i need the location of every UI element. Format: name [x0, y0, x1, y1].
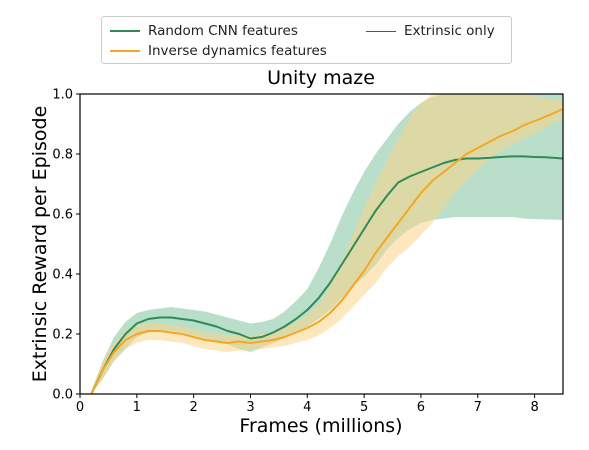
legend-swatch-extrinsic-only — [366, 30, 396, 32]
chart-title: Unity maze — [267, 67, 375, 89]
x-tick-label: 7 — [474, 400, 482, 415]
x-tick-label: 4 — [303, 400, 311, 415]
x-tick-label: 6 — [417, 400, 425, 415]
x-tick-label: 1 — [133, 400, 141, 415]
legend-swatch-inverse-dynamics — [110, 50, 140, 52]
series-lines — [90, 108, 564, 395]
legend: Random CNN features Inverse dynamics fea… — [101, 16, 512, 64]
legend-entry-random-cnn: Random CNN features — [110, 23, 298, 39]
y-tick-label: 0.6 — [52, 208, 73, 223]
legend-label-extrinsic-only: Extrinsic only — [404, 23, 495, 39]
y-tick-label: 0.0 — [52, 388, 73, 403]
x-tick-label: 2 — [190, 400, 198, 415]
legend-swatch-random-cnn — [110, 30, 140, 32]
band-series-1 — [91, 94, 564, 394]
legend-entry-extrinsic-only: Extrinsic only — [366, 23, 495, 39]
x-tick-label: 8 — [530, 400, 538, 415]
y-tick-label: 0.8 — [52, 148, 73, 163]
y-axis-ticks: 0.0 0.2 0.4 0.6 0.8 1.0 — [52, 88, 80, 403]
x-tick-label: 3 — [246, 400, 254, 415]
x-tick-label: 5 — [360, 400, 368, 415]
y-axis-label: Extrinsic Reward per Episode — [29, 106, 51, 383]
y-tick-label: 1.0 — [52, 88, 73, 103]
x-axis-ticks: 0 1 2 3 4 5 6 7 8 — [76, 394, 539, 415]
x-tick-label: 0 — [76, 400, 84, 415]
y-tick-label: 0.4 — [52, 268, 73, 283]
legend-label-random-cnn: Random CNN features — [148, 23, 298, 39]
line-series-1 — [90, 108, 564, 395]
line-series-0 — [90, 155, 564, 395]
confidence-bands — [91, 94, 564, 394]
legend-label-inverse-dynamics: Inverse dynamics features — [148, 43, 327, 59]
legend-entry-inverse-dynamics: Inverse dynamics features — [110, 43, 327, 59]
y-tick-label: 0.2 — [52, 328, 73, 343]
plot-area-frame — [79, 93, 564, 395]
x-axis-label: Frames (millions) — [239, 415, 402, 437]
